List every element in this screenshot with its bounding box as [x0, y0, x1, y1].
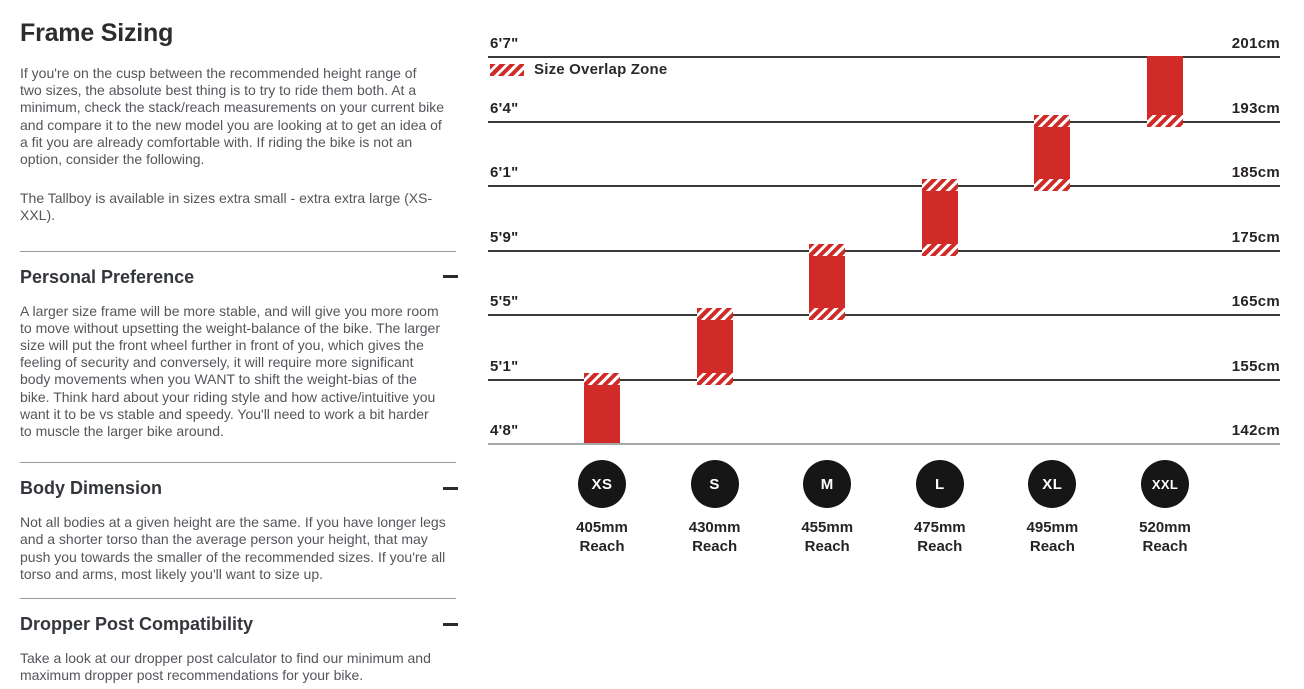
size-bar-xs [584, 372, 620, 443]
size-overlap-bottom [696, 372, 733, 385]
reach-label: 430mm Reach [655, 519, 775, 556]
section-body: Not all bodies at a given height are the… [20, 514, 446, 582]
size-circle-label: L [934, 475, 945, 493]
height-label-imperial: 5'9" [490, 228, 519, 246]
size-circle-label: XL [1042, 475, 1063, 493]
overlap-hatch-icon [490, 63, 524, 76]
size-overlap-legend: Size Overlap Zone [490, 61, 667, 78]
collapse-toggle-dropper-post[interactable] [434, 612, 458, 636]
page-title: Frame Sizing [20, 19, 174, 47]
reach-value: 455mm [801, 519, 854, 536]
height-label-metric: 142cm [1231, 422, 1280, 439]
height-label-imperial: 4'8" [490, 422, 519, 439]
height-line [488, 443, 1280, 445]
reach-value: 475mm [913, 519, 966, 536]
height-label-metric: 185cm [1231, 164, 1280, 181]
size-circle-label: XXL [1151, 476, 1179, 492]
size-overlap-top [921, 179, 958, 191]
frame-size-chart: 6'7" 201cm 6'4" 193cm 6'1" 185cm 5'9" 175cm 5'5"… [486, 0, 1282, 600]
size-bar-solid [696, 320, 733, 373]
height-label-imperial: 6'1" [490, 164, 519, 181]
reach-word: Reach [917, 537, 963, 555]
minus-icon [443, 275, 458, 279]
size-overlap-top [1034, 114, 1071, 127]
size-bar-solid [584, 384, 620, 443]
size-overlap-bottom [809, 308, 846, 320]
section-heading: Body Dimension [20, 478, 163, 499]
section-heading: Dropper Post Compatibility [20, 614, 254, 635]
height-line [488, 249, 1280, 252]
size-circle-xxl: XXL [1141, 460, 1189, 508]
accordion-header-dropper-post[interactable]: Dropper Post Compatibility [20, 612, 458, 636]
height-label-metric: 155cm [1231, 357, 1280, 375]
height-line [488, 378, 1280, 381]
height-label-imperial: 6'4" [490, 99, 519, 117]
size-bar-xl [1034, 114, 1071, 191]
size-overlap-bottom [1147, 114, 1183, 127]
size-overlap-top [584, 372, 620, 385]
reach-word: Reach [804, 537, 850, 555]
accordion-header-body-dimension[interactable]: Body Dimension [20, 476, 458, 500]
reach-value: 430mm [688, 519, 741, 536]
height-line [488, 314, 1280, 316]
height-label-imperial: 5'5" [490, 293, 519, 310]
intro-paragraph: If you're on the cusp between the recomm… [20, 65, 445, 168]
size-bar-solid [809, 255, 846, 308]
size-overlap-bottom [1034, 179, 1071, 191]
height-line [488, 185, 1280, 187]
section-body: A larger size frame will be more stable,… [20, 302, 440, 440]
size-bar-solid [921, 191, 958, 244]
section-dropper-post-compatibility: Dropper Post Compatibility Take a look a… [20, 598, 458, 684]
size-bar-l [921, 179, 958, 256]
size-circle-label: M [820, 475, 834, 493]
size-circle-label: XS [591, 475, 613, 493]
section-heading: Personal Preference [20, 266, 195, 287]
minus-icon [443, 486, 458, 490]
height-label-imperial: 6'7" [490, 35, 519, 52]
reach-word: Reach [1029, 537, 1075, 555]
reach-value: 495mm [1026, 519, 1079, 536]
reach-value: 405mm [576, 519, 628, 536]
reach-label: 520mm Reach [1105, 519, 1225, 556]
reach-label: 405mm Reach [542, 519, 662, 556]
height-line [488, 56, 1280, 58]
collapse-toggle-body-dimension[interactable] [434, 476, 458, 500]
size-circle-xs: XS [578, 460, 626, 508]
size-bar-m [809, 243, 846, 320]
reach-word: Reach [1142, 537, 1188, 555]
size-overlap-top [809, 243, 846, 256]
size-bar-s [696, 308, 733, 385]
height-label-imperial: 5'1" [490, 357, 519, 375]
size-overlap-bottom [921, 243, 958, 256]
size-circle-label: S [709, 475, 720, 493]
height-label-metric: 201cm [1231, 35, 1280, 52]
size-circle-m: M [803, 460, 852, 508]
sizing-text-column: Frame Sizing If you're on the cusp betwe… [20, 0, 458, 684]
reach-label: 495mm Reach [992, 519, 1112, 556]
availability-paragraph: The Tallboy is available in sizes extra … [20, 190, 433, 224]
size-overlap-top [696, 308, 733, 320]
size-circle-l: L [915, 460, 964, 508]
reach-label: 455mm Reach [767, 519, 887, 556]
height-label-metric: 193cm [1231, 99, 1280, 117]
size-bar-xxl [1147, 56, 1183, 127]
size-bar-solid [1034, 126, 1071, 179]
size-bar-solid [1147, 56, 1183, 115]
section-body: Take a look at our dropper post calculat… [20, 650, 431, 684]
collapse-toggle-personal-preference[interactable] [434, 265, 458, 289]
minus-icon [443, 622, 458, 626]
legend-label: Size Overlap Zone [534, 61, 668, 78]
accordion-header-personal-preference[interactable]: Personal Preference [20, 265, 458, 289]
reach-word: Reach [579, 537, 625, 555]
reach-label: 475mm Reach [880, 519, 1000, 556]
section-body-dimension: Body Dimension Not all bodies at a given… [20, 462, 458, 583]
size-circle-xl: XL [1028, 460, 1077, 508]
reach-word: Reach [692, 537, 738, 555]
height-label-metric: 175cm [1231, 228, 1280, 246]
height-label-metric: 165cm [1231, 293, 1280, 310]
size-circle-s: S [690, 460, 739, 508]
height-line [488, 120, 1280, 123]
reach-value: 520mm [1139, 519, 1191, 536]
section-personal-preference: Personal Preference A larger size frame … [20, 250, 458, 441]
